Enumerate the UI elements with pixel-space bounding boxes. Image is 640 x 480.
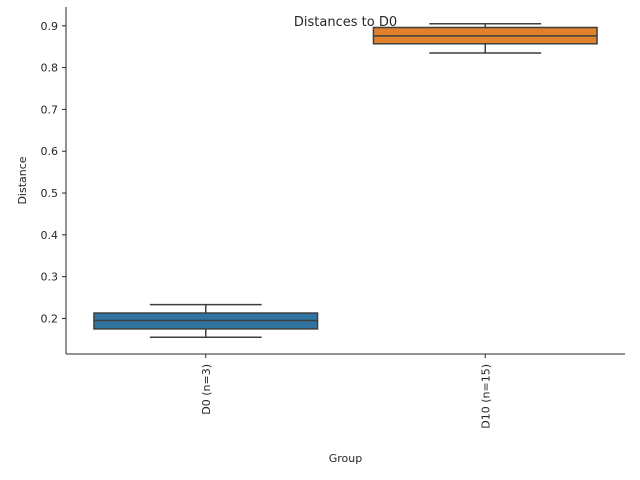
box-group (372, 22, 598, 54)
x-axis-label: Group (329, 452, 363, 465)
plot-area (93, 22, 598, 339)
y-tick-label: 0.8 (41, 62, 59, 75)
x-axis-ticks: D0 (n=3) D10 (n=15) (200, 354, 492, 429)
y-tick-label: 0.6 (41, 145, 59, 158)
y-axis-ticks: 0.2 0.3 0.4 0.5 0.6 0.7 0.8 0.9 (41, 20, 66, 325)
x-tick-label: D10 (n=15) (479, 364, 492, 429)
y-tick-label: 0.7 (41, 103, 59, 116)
chart-title: Distances to D0 (294, 15, 397, 30)
y-tick-label: 0.9 (41, 20, 59, 33)
x-tick-label: D0 (n=3) (200, 364, 213, 415)
y-tick-label: 0.5 (41, 187, 59, 200)
box-group (93, 303, 319, 339)
y-axis-label: Distance (16, 156, 29, 204)
y-tick-label: 0.4 (41, 229, 59, 242)
y-tick-label: 0.2 (41, 312, 59, 325)
y-tick-label: 0.3 (41, 271, 59, 284)
